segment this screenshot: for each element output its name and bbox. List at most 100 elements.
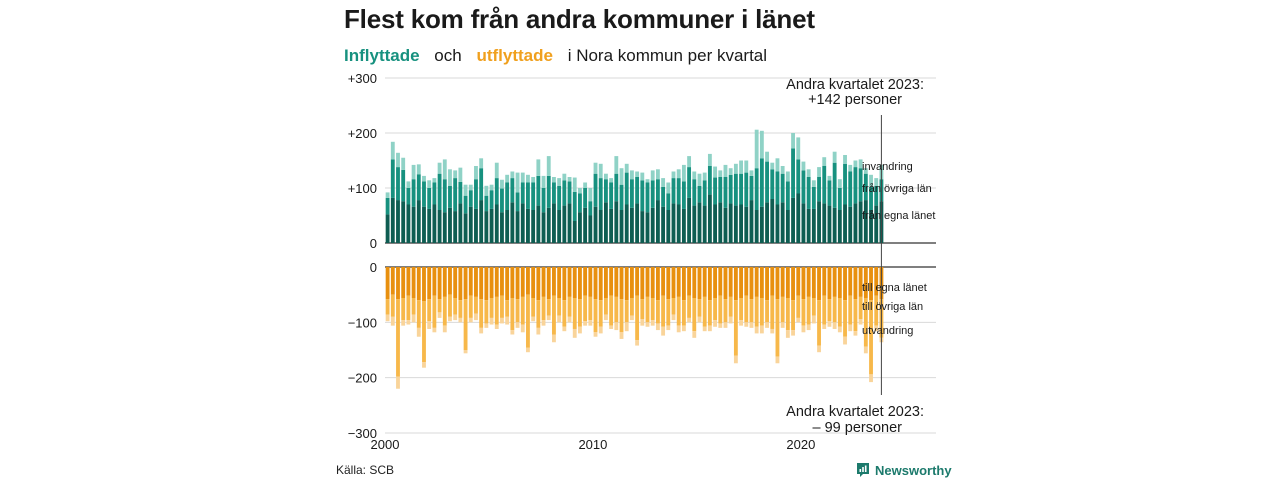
bar-inflyttade-invandring-2 [396, 152, 400, 168]
bar-inflyttade-invandring-88 [843, 155, 847, 164]
bar-inflyttade-invandring-0 [385, 192, 390, 198]
bar-utflyttade-till-egna-länet-5 [411, 267, 416, 298]
bar-inflyttade-invandring-5 [411, 164, 416, 180]
bar-utflyttade-till-övriga-län-56 [676, 296, 681, 326]
bar-inflyttade-från-övriga-län-89 [848, 171, 853, 207]
bar-inflyttade-från-övriga-län-67 [733, 173, 738, 206]
bar-utflyttade-utvandring-40 [593, 332, 598, 337]
bar-inflyttade-från-övriga-län-33 [557, 185, 562, 210]
bar-inflyttade-från-egna-länet-18 [479, 200, 484, 243]
bar-utflyttade-utvandring-10 [437, 312, 442, 318]
bar-utflyttade-utvandring-81 [806, 324, 811, 331]
bar-inflyttade-invandring-18 [479, 158, 484, 169]
bar-utflyttade-till-egna-länet-46 [624, 267, 629, 301]
bar-utflyttade-till-egna-länet-74 [770, 267, 775, 296]
bar-inflyttade-från-egna-länet-33 [557, 210, 562, 243]
bar-inflyttade-invandring-15 [463, 184, 468, 196]
bar-inflyttade-från-övriga-län-91 [858, 168, 863, 202]
bar-inflyttade-invandring-89 [848, 164, 853, 172]
bar-utflyttade-till-egna-länet-70 [749, 267, 754, 300]
bar-inflyttade-från-egna-länet-35 [567, 203, 572, 243]
bar-utflyttade-utvandring-11 [442, 325, 447, 333]
bar-inflyttade-invandring-72 [759, 130, 764, 159]
annotation-inflyttade-line1: Andra kvartalet 2023: [786, 77, 924, 93]
bar-inflyttade-invandring-38 [583, 182, 588, 188]
bar-utflyttade-till-övriga-län-32 [552, 295, 556, 335]
bar-utflyttade-till-övriga-län-85 [827, 299, 832, 322]
bar-inflyttade-invandring-37 [578, 188, 582, 194]
bar-utflyttade-utvandring-30 [541, 320, 546, 326]
bar-inflyttade-invandring-23 [505, 174, 510, 183]
bar-inflyttade-invandring-32 [552, 177, 556, 183]
bar-utflyttade-till-egna-länet-42 [604, 267, 608, 298]
bar-inflyttade-invandring-31 [546, 156, 551, 176]
bar-utflyttade-utvandring-67 [733, 355, 738, 364]
bar-inflyttade-från-övriga-län-86 [832, 162, 837, 208]
bar-inflyttade-från-övriga-län-35 [567, 181, 572, 204]
bar-utflyttade-till-egna-länet-53 [661, 267, 666, 296]
bar-utflyttade-till-övriga-län-41 [598, 300, 603, 327]
bar-utflyttade-utvandring-49 [640, 319, 645, 326]
bar-utflyttade-till-egna-länet-0 [385, 267, 390, 300]
bar-inflyttade-från-egna-länet-49 [640, 211, 645, 243]
bar-utflyttade-till-övriga-län-70 [749, 299, 754, 323]
bar-utflyttade-utvandring-83 [817, 345, 821, 353]
bar-utflyttade-utvandring-84 [822, 324, 827, 329]
bar-inflyttade-från-egna-länet-65 [723, 207, 728, 243]
bar-inflyttade-invandring-34 [562, 173, 567, 181]
bar-utflyttade-till-övriga-län-64 [718, 295, 723, 324]
bar-inflyttade-från-övriga-län-37 [578, 193, 582, 213]
bar-utflyttade-till-egna-länet-7 [422, 267, 426, 302]
bar-inflyttade-från-övriga-län-11 [442, 179, 447, 213]
bar-inflyttade-från-egna-länet-76 [780, 202, 785, 243]
bar-inflyttade-från-egna-länet-25 [515, 211, 520, 243]
bar-utflyttade-utvandring-69 [744, 322, 749, 327]
bar-utflyttade-till-övriga-län-82 [811, 297, 816, 316]
annotation-utflyttade-line2: – 99 personer [813, 420, 903, 436]
bar-utflyttade-till-övriga-län-14 [458, 300, 463, 318]
bar-inflyttade-från-egna-länet-57 [681, 208, 686, 243]
bar-inflyttade-invandring-61 [702, 172, 707, 181]
bar-inflyttade-från-egna-länet-26 [520, 203, 525, 243]
bar-inflyttade-från-egna-länet-54 [666, 210, 671, 243]
bar-inflyttade-från-egna-länet-75 [775, 204, 780, 243]
bar-inflyttade-från-egna-länet-70 [749, 200, 754, 243]
bar-inflyttade-från-övriga-län-71 [754, 168, 759, 210]
bar-inflyttade-från-egna-länet-81 [806, 208, 811, 243]
bar-utflyttade-till-egna-länet-22 [500, 267, 504, 296]
bar-utflyttade-till-egna-länet-92 [863, 267, 868, 298]
bar-inflyttade-från-egna-länet-38 [583, 207, 588, 243]
bar-inflyttade-från-övriga-län-63 [713, 177, 718, 205]
bar-inflyttade-från-egna-länet-17 [474, 208, 478, 243]
bar-inflyttade-från-egna-länet-46 [624, 204, 629, 243]
x-tick-2000: 2000 [371, 437, 400, 452]
bar-utflyttade-utvandring-39 [588, 320, 593, 326]
bar-inflyttade-från-egna-länet-21 [494, 204, 499, 243]
bar-utflyttade-till-övriga-län-12 [448, 294, 452, 317]
bar-utflyttade-till-övriga-län-31 [546, 299, 551, 316]
bar-utflyttade-till-egna-länet-90 [853, 267, 858, 300]
bar-utflyttade-till-övriga-län-76 [780, 296, 785, 323]
bar-inflyttade-från-egna-länet-40 [593, 206, 598, 243]
bar-inflyttade-invandring-87 [837, 179, 842, 188]
bar-inflyttade-från-egna-länet-77 [785, 210, 790, 243]
bar-utflyttade-till-egna-länet-6 [416, 267, 421, 301]
bar-utflyttade-till-egna-länet-89 [848, 267, 853, 296]
bar-utflyttade-utvandring-7 [422, 362, 426, 368]
bar-utflyttade-till-övriga-län-84 [822, 295, 827, 325]
bar-inflyttade-från-egna-länet-29 [536, 205, 541, 243]
bar-utflyttade-till-övriga-län-57 [681, 300, 686, 326]
bar-utflyttade-till-egna-länet-64 [718, 267, 723, 296]
bar-utflyttade-till-övriga-län-21 [494, 296, 499, 325]
bar-utflyttade-utvandring-20 [489, 317, 494, 325]
bar-inflyttade-från-egna-länet-82 [811, 208, 816, 243]
bar-utflyttade-utvandring-16 [468, 317, 473, 323]
bar-utflyttade-till-egna-länet-16 [468, 267, 473, 296]
bar-inflyttade-från-egna-länet-83 [817, 201, 821, 243]
bar-inflyttade-från-egna-länet-47 [629, 207, 634, 243]
bar-utflyttade-till-egna-länet-62 [707, 267, 712, 301]
bar-inflyttade-från-övriga-län-55 [671, 178, 676, 204]
bar-utflyttade-utvandring-93 [869, 374, 873, 383]
bar-utflyttade-utvandring-43 [609, 325, 614, 329]
